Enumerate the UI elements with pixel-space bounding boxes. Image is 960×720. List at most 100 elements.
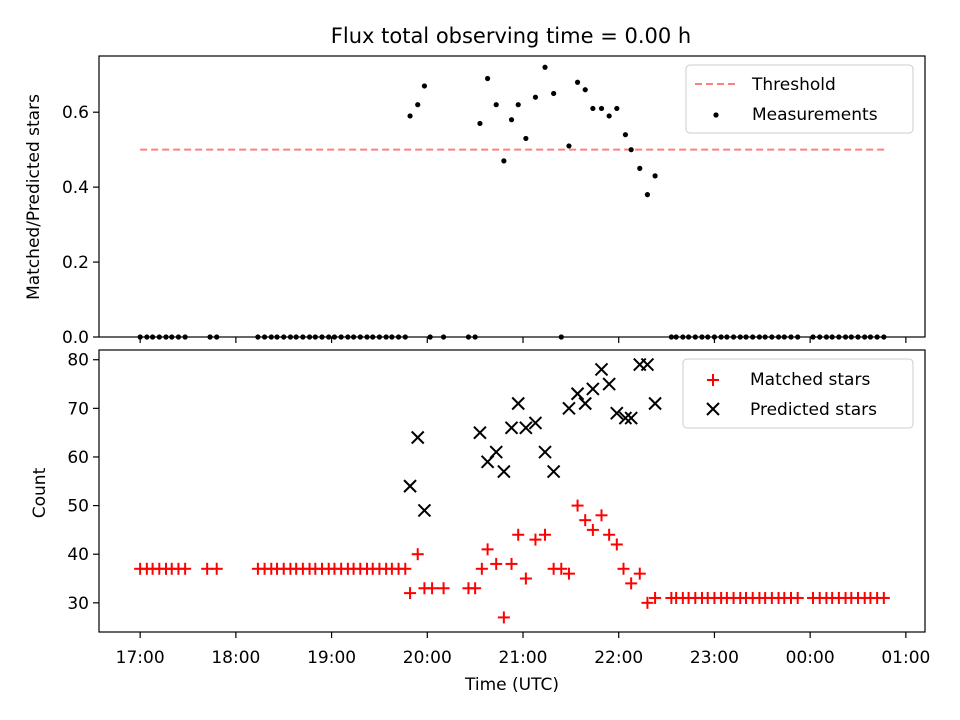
measurement-point (421, 83, 428, 89)
measurement-point (582, 87, 588, 93)
matched-stars-point (610, 538, 623, 551)
matched-stars-point (791, 591, 804, 604)
measurement-point (637, 165, 643, 171)
top-legend-box (685, 64, 914, 134)
matched-stars-point (603, 528, 616, 541)
matched-stars-point (649, 591, 662, 604)
predicted-stars-point (511, 396, 525, 411)
top-legend: Threshold Measurements (685, 64, 914, 134)
matched-stars-point (595, 509, 608, 522)
predicted-stars-point (586, 382, 600, 396)
predicted-stars-point (624, 411, 638, 425)
x-tick-label: 18:00 (211, 648, 260, 668)
predicted-stars-point (489, 445, 503, 459)
y-tick-label: 40 (67, 545, 89, 565)
matched-stars-point (497, 611, 510, 624)
legend-measurements-swatch (713, 112, 719, 118)
matched-stars-point (586, 523, 599, 536)
predicted-stars-point (473, 425, 487, 440)
matched-stars-point (437, 582, 450, 595)
legend-predicted-label: Predicted stars (750, 400, 877, 420)
legend-predicted-swatch (706, 402, 720, 416)
matched-stars-point (426, 582, 439, 595)
matched-stars-point (411, 548, 424, 561)
matched-stars-point (469, 582, 482, 595)
predicted-stars-point (403, 479, 417, 493)
matched-stars-point (505, 557, 518, 570)
matched-stars-point (562, 567, 575, 580)
y-tick-label: 70 (67, 399, 89, 419)
measurement-point (551, 90, 557, 97)
measurement-point (532, 94, 539, 100)
predicted-stars-point (648, 396, 662, 411)
measurement-point (407, 113, 413, 119)
top-y-ticks: 0.0 0.2 0.4 0.6 (62, 103, 99, 348)
bottom-legend-box (682, 358, 914, 429)
x-tick-label: 23:00 (690, 648, 739, 668)
y-tick-label: 0.2 (62, 253, 89, 273)
measurement-point (622, 132, 629, 138)
measurement-point (628, 147, 634, 153)
x-tick-label: 21:00 (499, 648, 548, 668)
measurement-point (515, 102, 521, 108)
matched-stars-point (512, 528, 525, 541)
y-tick-label: 0.0 (62, 328, 89, 348)
x-tick-label: 01:00 (881, 648, 930, 668)
measurement-point (484, 75, 491, 82)
bottom-x-ticks: 17:00 18:00 19:00 20:00 21:00 22:00 23:00 00:00… (116, 632, 930, 668)
matched-stars-point (404, 587, 417, 600)
predicted-stars-point (570, 387, 585, 401)
legend-matched-swatch (707, 374, 719, 386)
matched-stars-point (555, 562, 568, 575)
matched-stars-point (641, 596, 654, 609)
predicted-stars-point (562, 401, 576, 416)
bottom-legend: Matched stars Predicted stars (682, 358, 914, 429)
predicted-stars-point (417, 503, 432, 518)
top-x-ticks (139, 337, 907, 343)
x-tick-label: 20:00 (403, 648, 452, 668)
predicted-stars-point (519, 421, 533, 435)
top-panel: 0.0 0.2 0.4 0.6 Matched/Predicted stars Thr… (24, 55, 926, 348)
matched-stars-point (210, 562, 223, 575)
measurement-point (652, 173, 658, 179)
predicted-stars-point (497, 464, 511, 479)
measurement-point (542, 64, 548, 70)
measurement-point (644, 192, 651, 198)
measurement-point (477, 120, 483, 127)
legend-measurements-label: Measurements (752, 105, 878, 125)
predicted-stars-point (578, 396, 592, 411)
predicted-stars-point (618, 411, 633, 425)
matched-stars-point (571, 499, 584, 512)
measurement-point (566, 143, 572, 149)
top-panel-frame (98, 55, 926, 338)
y-tick-label: 50 (67, 497, 89, 517)
y-tick-label: 0.6 (62, 103, 89, 123)
bottom-plot-area (134, 357, 890, 624)
bottom-y-ticks: 30 40 50 60 70 80 (67, 351, 99, 614)
predicted-stars-point (610, 406, 624, 420)
predicted-stars-point (528, 416, 543, 430)
measurement-point (606, 113, 612, 119)
matched-stars-point (529, 533, 542, 546)
matched-stars-point (633, 567, 646, 580)
predicted-stars-point (538, 445, 552, 459)
x-tick-label: 22:00 (594, 648, 643, 668)
predicted-stars-point (546, 464, 561, 479)
matched-stars-point (179, 562, 192, 575)
measurement-point (523, 135, 529, 142)
x-tick-label: 00:00 (786, 648, 835, 668)
measurement-point (508, 117, 515, 123)
measurement-point (501, 158, 507, 164)
x-tick-label: 19:00 (307, 648, 356, 668)
legend-matched-label: Matched stars (750, 370, 870, 390)
matched-stars-point (625, 577, 638, 590)
y-tick-label: 30 (67, 594, 89, 614)
matched-stars-point (617, 562, 630, 575)
bottom-y-axis-label: Count (30, 467, 50, 518)
matched-stars-point (579, 514, 592, 527)
bottom-panel: 30 40 50 60 70 80 17:00 18:00 19:00 20:00 21:00 22… (30, 349, 930, 695)
matched-stars-point (877, 591, 890, 604)
y-tick-label: 60 (67, 448, 89, 468)
matched-stars-point (490, 557, 503, 570)
